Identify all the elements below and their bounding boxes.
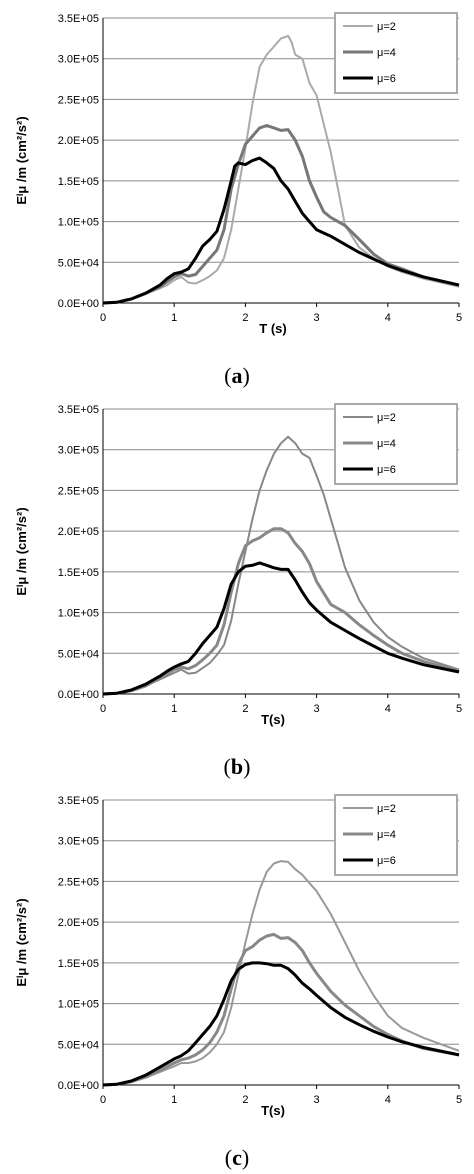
y-tick-label: 1.5E+05 bbox=[58, 958, 99, 970]
y-axis-label: Eᴵμ /m (cm²/s²) bbox=[14, 507, 29, 595]
y-axis-label: Eᴵμ /m (cm²/s²) bbox=[14, 116, 29, 204]
y-axis-label: Eᴵμ /m (cm²/s²) bbox=[14, 898, 29, 986]
caption-letter: b bbox=[231, 754, 243, 779]
y-tick-label: 3.5E+05 bbox=[58, 795, 99, 807]
caption-close-paren: ) bbox=[243, 754, 250, 779]
y-tick-label: 2.5E+05 bbox=[58, 485, 99, 497]
y-tick-label: 5.0E+04 bbox=[58, 257, 99, 269]
legend-label: μ=2 bbox=[377, 412, 396, 424]
caption-letter: a bbox=[232, 363, 243, 388]
series-line-mu2 bbox=[102, 34, 460, 304]
x-tick-label: 5 bbox=[456, 703, 462, 715]
x-axis-label: T (s) bbox=[259, 321, 286, 336]
x-tick-label: 3 bbox=[314, 703, 320, 715]
x-tick-label: 2 bbox=[242, 1094, 248, 1106]
y-tick-label: 2.5E+05 bbox=[58, 876, 99, 888]
y-tick-label: 3.0E+05 bbox=[58, 445, 99, 457]
y-tick-label: 2.5E+05 bbox=[58, 94, 99, 106]
y-tick-label: 2.0E+05 bbox=[58, 526, 99, 538]
caption-close-paren: ) bbox=[243, 363, 250, 388]
y-tick-label: 2.0E+05 bbox=[58, 135, 99, 147]
x-tick-label: 5 bbox=[456, 1094, 462, 1106]
x-tick-label: 1 bbox=[171, 312, 177, 324]
panel-caption: (b) bbox=[224, 754, 251, 779]
y-tick-label: 3.0E+05 bbox=[58, 836, 99, 848]
x-tick-label: 1 bbox=[171, 703, 177, 715]
caption-letter: c bbox=[232, 1145, 242, 1170]
caption-close-paren: ) bbox=[242, 1145, 249, 1170]
x-tick-label: 3 bbox=[314, 1094, 320, 1106]
x-tick-label: 2 bbox=[242, 703, 248, 715]
y-tick-label: 1.0E+05 bbox=[58, 217, 99, 229]
caption-open-paren: ( bbox=[224, 754, 231, 779]
x-tick-label: 4 bbox=[385, 312, 391, 324]
chart-a-svg: 0.0E+00 5.0E+04 1.0E+05 1.5E+05 2.0E+05 2.5E+… bbox=[14, 12, 462, 388]
caption-open-paren: ( bbox=[225, 1145, 232, 1170]
y-tick-label: 0.0E+00 bbox=[58, 1080, 99, 1092]
y-tick-label: 3.5E+05 bbox=[58, 13, 99, 25]
y-tick-label: 5.0E+04 bbox=[58, 648, 99, 660]
y-tick-label: 0.0E+00 bbox=[58, 298, 99, 310]
series-line-mu6 bbox=[102, 156, 460, 305]
legend-label: μ=6 bbox=[377, 73, 396, 85]
series-line-mu2 bbox=[102, 435, 460, 695]
caption-open-paren: ( bbox=[224, 363, 231, 388]
y-tick-label: 5.0E+04 bbox=[58, 1039, 99, 1051]
series-line-mu4 bbox=[102, 527, 460, 696]
x-tick-label: 0 bbox=[100, 312, 106, 324]
y-tick-label: 1.5E+05 bbox=[58, 176, 99, 188]
y-tick-label: 1.0E+05 bbox=[58, 999, 99, 1011]
panel-caption: (c) bbox=[225, 1145, 249, 1170]
x-tick-label: 4 bbox=[385, 703, 391, 715]
x-axis-label: T(s) bbox=[261, 1103, 285, 1118]
chart-b-svg: 0.0E+00 5.0E+04 1.0E+05 1.5E+05 2.0E+05 2.5E+… bbox=[14, 403, 462, 779]
y-tick-label: 3.5E+05 bbox=[58, 404, 99, 416]
x-tick-label: 3 bbox=[314, 312, 320, 324]
x-tick-label: 2 bbox=[242, 312, 248, 324]
y-tick-label: 1.0E+05 bbox=[58, 608, 99, 620]
series-line-mu4 bbox=[102, 932, 460, 1087]
chart-panel-c: 0.0E+00 5.0E+04 1.0E+05 1.5E+05 2.0E+05 2.5E+… bbox=[0, 782, 474, 1174]
y-tick-label: 0.0E+00 bbox=[58, 689, 99, 701]
x-tick-label: 1 bbox=[171, 1094, 177, 1106]
legend-label: μ=6 bbox=[377, 464, 396, 476]
x-tick-label: 0 bbox=[100, 703, 106, 715]
y-tick-label: 3.0E+05 bbox=[58, 54, 99, 66]
legend-label: μ=6 bbox=[377, 855, 396, 867]
chart-panel-a: 0.0E+00 5.0E+04 1.0E+05 1.5E+05 2.0E+05 2.5E+… bbox=[0, 0, 474, 391]
legend-label: μ=4 bbox=[377, 829, 396, 841]
chart-c-svg: 0.0E+00 5.0E+04 1.0E+05 1.5E+05 2.0E+05 2.5E+… bbox=[14, 794, 462, 1170]
legend-label: μ=4 bbox=[377, 438, 396, 450]
x-tick-label: 4 bbox=[385, 1094, 391, 1106]
chart-panel-b: 0.0E+00 5.0E+04 1.0E+05 1.5E+05 2.0E+05 2.5E+… bbox=[0, 391, 474, 782]
x-tick-label: 0 bbox=[100, 1094, 106, 1106]
series-line-mu4 bbox=[102, 124, 460, 305]
x-axis-label: T(s) bbox=[261, 712, 285, 727]
series-line-mu2 bbox=[102, 860, 460, 1086]
y-tick-label: 2.0E+05 bbox=[58, 917, 99, 929]
series-line-mu6 bbox=[102, 961, 460, 1087]
legend-label: μ=2 bbox=[377, 21, 396, 33]
legend-label: μ=2 bbox=[377, 803, 396, 815]
y-tick-label: 1.5E+05 bbox=[58, 567, 99, 579]
legend-label: μ=4 bbox=[377, 47, 396, 59]
panel-caption: (a) bbox=[224, 363, 250, 388]
x-tick-label: 5 bbox=[456, 312, 462, 324]
series-line-mu6 bbox=[102, 561, 460, 696]
